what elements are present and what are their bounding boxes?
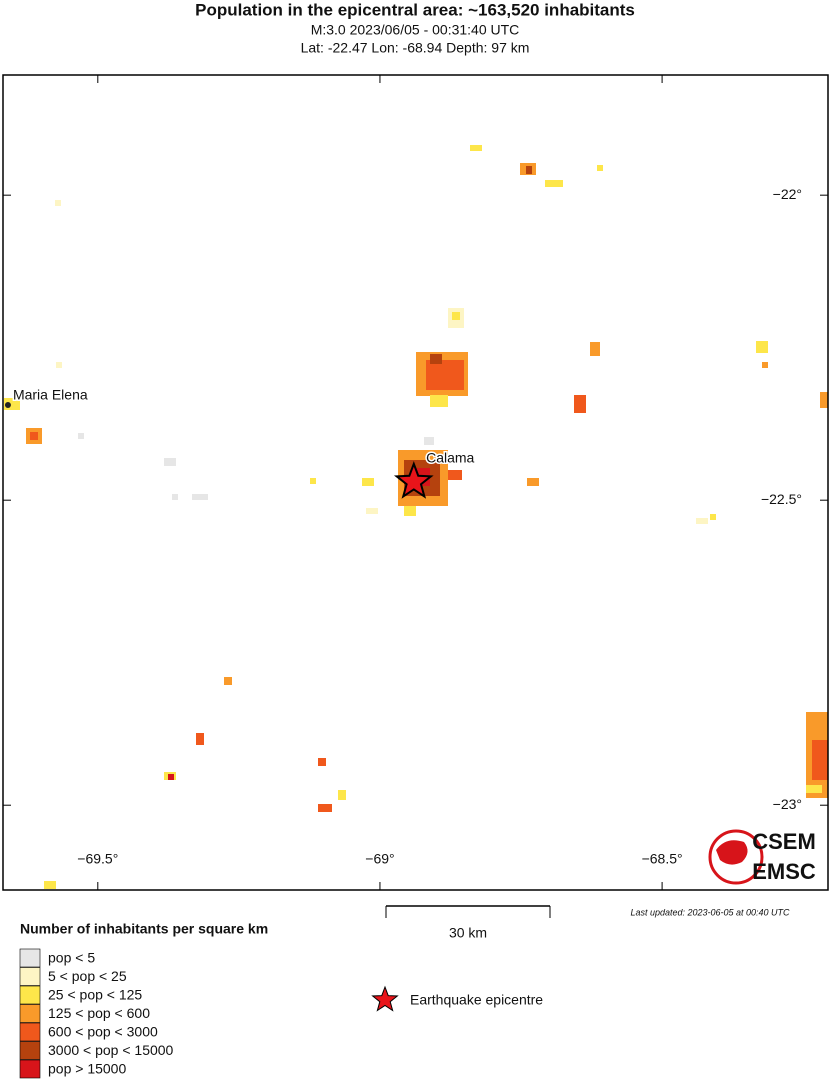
logo-text: EMSC	[752, 859, 816, 884]
population-cells	[4, 145, 828, 889]
x-tick-label: −69°	[365, 851, 394, 867]
subtitle: M:3.0 2023/06/05 - 00:31:40 UTC	[311, 22, 520, 38]
scale-label: 30 km	[449, 925, 487, 941]
logo-text: CSEM	[752, 829, 816, 854]
legend-swatch	[19, 1041, 41, 1060]
legend-swatch	[19, 1022, 41, 1042]
legend-label: 3000 < pop < 15000	[48, 1042, 174, 1058]
legend-label: pop > 15000	[48, 1061, 126, 1077]
legend-epicentre-symbol	[371, 985, 399, 1012]
y-tick-label: −22°	[773, 186, 802, 202]
legend-swatch	[19, 948, 41, 968]
logo: CSEM EMSC	[708, 829, 816, 885]
place-dot	[4, 402, 11, 409]
legend-swatch	[19, 1059, 41, 1079]
legend-label: pop < 5	[48, 950, 95, 966]
last-updated: Last updated: 2023-06-05 at 00:40 UTC	[630, 907, 790, 917]
location: Lat: -22.47 Lon: -68.94 Depth: 97 km	[301, 40, 530, 56]
legend-label: 25 < pop < 125	[48, 987, 142, 1003]
y-tick-label: −22.5°	[761, 491, 802, 507]
logo-shape	[716, 840, 748, 865]
legend-label: 5 < pop < 25	[48, 968, 127, 984]
legend-swatch	[19, 967, 41, 986]
legend-swatch	[19, 985, 41, 1005]
legend-epicentre-label: Earthquake epicentre	[410, 992, 543, 1008]
title: Population in the epicentral area: ~163,…	[195, 0, 635, 19]
place-label: Maria Elena	[13, 387, 88, 403]
legend-swatch	[19, 1004, 41, 1023]
logo-circle	[708, 829, 764, 885]
legend-label: 600 < pop < 3000	[48, 1024, 158, 1040]
x-tick-label: −68.5°	[642, 851, 683, 867]
legend-title: Number of inhabitants per square km	[20, 921, 268, 937]
epicenter	[393, 461, 434, 499]
x-tick-label: −69.5°	[77, 851, 118, 867]
legend-label: 125 < pop < 600	[48, 1005, 150, 1021]
y-tick-label: −23°	[773, 796, 802, 812]
place-label: Calama	[426, 449, 474, 465]
map-frame	[2, 74, 829, 891]
